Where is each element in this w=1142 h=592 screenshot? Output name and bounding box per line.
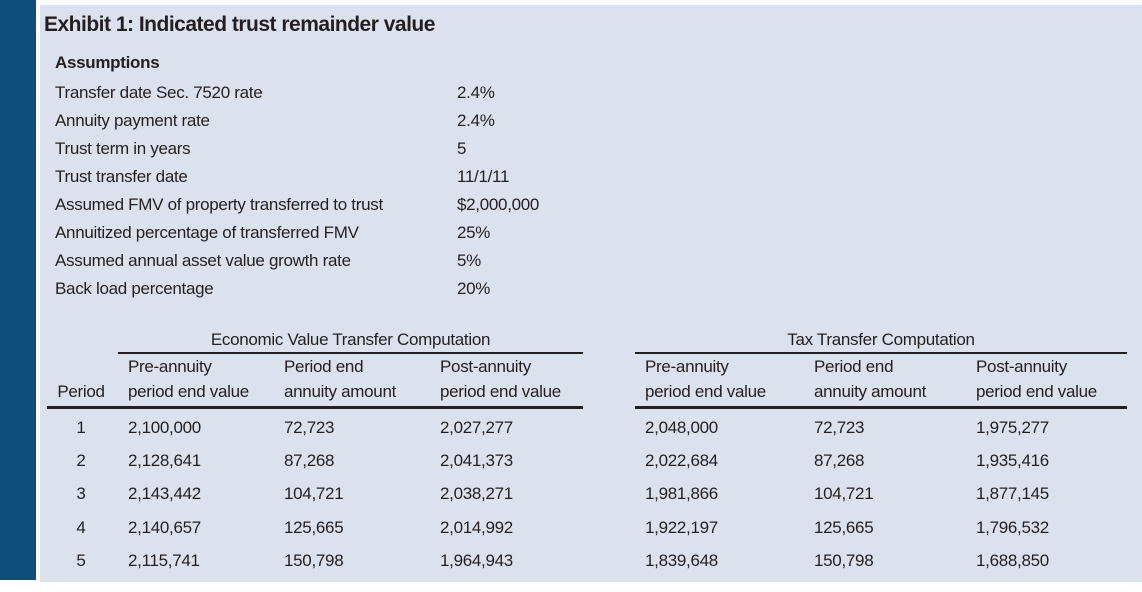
period-cell: 1 bbox=[76, 418, 86, 437]
table-cell: 1,839,648 bbox=[645, 550, 718, 570]
economic-col1-header-line1: Pre-annuity bbox=[128, 357, 212, 376]
table-cell: 2,041,373 bbox=[440, 451, 513, 471]
assumption-row: Trust term in years 5 bbox=[55, 135, 595, 163]
assumption-value: 2.4% bbox=[457, 83, 495, 102]
assumptions-heading: Assumptions bbox=[55, 53, 160, 72]
table-cell: 125,665 bbox=[284, 517, 344, 537]
table-cell: 2,027,277 bbox=[440, 418, 513, 437]
table-cell: 2,128,641 bbox=[128, 451, 201, 471]
table-cell: 2,143,442 bbox=[128, 484, 201, 504]
economic-col2-header-line1: Period end bbox=[284, 357, 364, 376]
economic-header-rule bbox=[47, 406, 583, 409]
table-cell: 72,723 bbox=[814, 418, 865, 437]
table-cell: 1,981,866 bbox=[645, 484, 718, 504]
table-cell: 1,935,416 bbox=[976, 451, 1049, 471]
tax-col1-header-line1: Pre-annuity bbox=[645, 357, 729, 376]
assumption-label: Trust transfer date bbox=[55, 167, 188, 186]
table-cell: 2,048,000 bbox=[645, 418, 718, 437]
economic-col1-header-line2: period end value bbox=[128, 382, 249, 401]
assumption-value: 25% bbox=[457, 223, 491, 242]
period-cell: 4 bbox=[76, 517, 86, 537]
tax-col2-header-line1: Period end bbox=[814, 357, 894, 376]
assumption-label: Annuity payment rate bbox=[55, 111, 210, 130]
table-cell: 1,688,850 bbox=[976, 550, 1049, 570]
table-cell: 104,721 bbox=[284, 484, 344, 504]
economic-col3-header-line1: Post-annuity bbox=[440, 357, 531, 376]
assumption-row: Trust transfer date 11/1/11 bbox=[55, 163, 595, 191]
tax-table-title: Tax Transfer Computation bbox=[787, 330, 975, 349]
tax-col3-header-line2: period end value bbox=[976, 382, 1097, 401]
exhibit-panel bbox=[40, 5, 1142, 582]
economic-table-body: 1 2,100,000 72,723 2,027,277 2 2,128,641… bbox=[55, 411, 583, 577]
assumption-value: 20% bbox=[457, 279, 491, 298]
table-cell: 1,964,943 bbox=[440, 550, 513, 570]
assumption-label: Transfer date Sec. 7520 rate bbox=[55, 83, 263, 102]
assumption-row: Assumed FMV of property transferred to t… bbox=[55, 191, 595, 219]
period-cell: 5 bbox=[76, 550, 86, 570]
tax-col1-header-line2: period end value bbox=[645, 382, 766, 401]
assumption-label: Trust term in years bbox=[55, 139, 191, 158]
table-cell: 2,022,684 bbox=[645, 451, 718, 471]
table-cell: 1,877,145 bbox=[976, 484, 1049, 504]
tax-col3-header-line1: Post-annuity bbox=[976, 357, 1067, 376]
period-cell: 2 bbox=[76, 451, 86, 471]
table-cell: 2,014,992 bbox=[440, 517, 513, 537]
assumption-label: Assumed annual asset value growth rate bbox=[55, 251, 351, 270]
assumption-label: Assumed FMV of property transferred to t… bbox=[55, 195, 383, 214]
table-cell: 2,115,741 bbox=[128, 550, 200, 570]
assumption-row: Annuitized percentage of transferred FMV… bbox=[55, 219, 595, 247]
table-cell: 87,268 bbox=[284, 451, 335, 471]
economic-title-rule bbox=[118, 352, 583, 354]
period-cell: 3 bbox=[76, 484, 86, 504]
tax-header-rule bbox=[635, 406, 1127, 409]
assumption-value: 5% bbox=[457, 251, 481, 270]
left-accent-bar bbox=[0, 0, 36, 580]
economic-col2-header-line2: annuity amount bbox=[284, 382, 397, 401]
assumption-value: 2.4% bbox=[457, 111, 495, 130]
table-cell: 1,922,197 bbox=[645, 517, 718, 537]
table-cell: 87,268 bbox=[814, 451, 865, 471]
assumption-value: 5 bbox=[457, 139, 467, 158]
table-cell: 104,721 bbox=[814, 484, 874, 504]
economic-col3-header-line2: period end value bbox=[440, 382, 561, 401]
assumption-row: Annuity payment rate 2.4% bbox=[55, 107, 595, 135]
tax-table-body: 2,048,000 72,723 1,975,277 2,022,684 87,… bbox=[645, 411, 1137, 577]
assumption-label: Back load percentage bbox=[55, 279, 214, 298]
assumption-label: Annuitized percentage of transferred FMV bbox=[55, 223, 359, 242]
assumption-value: 11/1/11 bbox=[457, 167, 510, 186]
table-cell: 1,975,277 bbox=[976, 418, 1049, 437]
table-cell: 125,665 bbox=[814, 517, 874, 537]
economic-table-title: Economic Value Transfer Computation bbox=[210, 330, 491, 349]
tax-col2-header-line2: annuity amount bbox=[814, 382, 927, 401]
table-cell: 2,140,657 bbox=[128, 517, 201, 537]
period-column-header: Period bbox=[57, 382, 105, 401]
assumption-value: $2,000,000 bbox=[457, 195, 540, 214]
assumption-row: Assumed annual asset value growth rate 5… bbox=[55, 247, 595, 275]
tax-title-rule bbox=[635, 352, 1127, 354]
assumption-row: Transfer date Sec. 7520 rate 2.4% bbox=[55, 79, 595, 107]
table-cell: 2,100,000 bbox=[128, 418, 201, 437]
assumptions-list: Transfer date Sec. 7520 rate 2.4% Annuit… bbox=[55, 79, 595, 303]
page-title: Exhibit 1: Indicated trust remainder val… bbox=[44, 13, 435, 36]
table-cell: 150,798 bbox=[814, 550, 874, 570]
table-cell: 72,723 bbox=[284, 418, 335, 437]
assumption-row: Back load percentage 20% bbox=[55, 275, 595, 303]
table-cell: 150,798 bbox=[284, 550, 344, 570]
table-cell: 2,038,271 bbox=[440, 484, 513, 504]
table-cell: 1,796,532 bbox=[976, 517, 1049, 537]
